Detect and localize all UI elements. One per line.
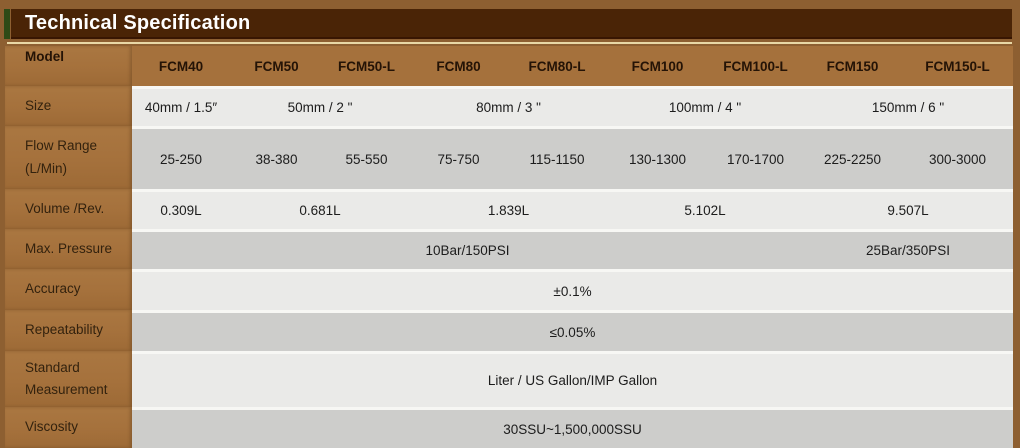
cell-volume-rev-0-text: 0.309L	[160, 203, 202, 218]
row-label-max-pressure-text: Max. Pressure	[25, 240, 113, 256]
cell-flow-range-5: 130-1300	[607, 126, 708, 189]
cell-volume-rev-4-text: 9.507L	[887, 203, 929, 218]
row-label-size-text: Size	[25, 97, 52, 113]
row-label-accuracy: Accuracy	[5, 269, 132, 310]
cell-size-1: 50mm / 2 "	[230, 86, 410, 126]
cell-viscosity-0-text: 30SSU~1,500,000SSU	[503, 421, 642, 437]
column-header-fcm80-text: FCM80	[436, 58, 481, 74]
cell-flow-range-1-text: 38-380	[255, 151, 298, 167]
cell-viscosity-0: 30SSU~1,500,000SSU	[132, 407, 1013, 448]
cell-max-pressure-0: 10Bar/150PSI	[132, 229, 803, 269]
cell-standard-measurement-0: Liter / US Gallon/IMP Gallon	[132, 351, 1013, 407]
column-header-fcm150-text: FCM150	[826, 58, 879, 74]
column-header-fcm100-text: FCM100	[631, 58, 684, 74]
column-header-fcm80: FCM80	[410, 46, 507, 86]
cell-standard-measurement-0-text: Liter / US Gallon/IMP Gallon	[487, 373, 658, 388]
cell-flow-range-8: 300-3000	[902, 126, 1013, 189]
divider-line	[7, 42, 1012, 44]
cell-flow-range-6-text: 170-1700	[726, 151, 785, 167]
cell-max-pressure-1-text: 25Bar/350PSI	[865, 243, 951, 258]
cell-flow-range-2-text: 55-550	[345, 151, 388, 167]
cell-size-1-text: 50mm / 2 "	[287, 100, 353, 115]
cell-volume-rev-3-text: 5.102L	[684, 203, 726, 218]
cell-size-4: 150mm / 6 "	[803, 86, 1013, 126]
cell-flow-range-7: 225-2250	[803, 126, 902, 189]
cell-size-3: 100mm / 4 "	[607, 86, 803, 126]
title-bar: Technical Specification	[11, 9, 1012, 39]
column-header-fcm80-l: FCM80-L	[507, 46, 607, 86]
cell-size-0: 40mm / 1.5″	[132, 86, 230, 126]
row-label-flow-range-text: Flow Range	[25, 138, 98, 154]
cell-flow-range-4: 115-1150	[507, 126, 607, 189]
cell-flow-range-0: 25-250	[132, 126, 230, 189]
column-header-fcm150: FCM150	[803, 46, 902, 86]
cell-volume-rev-1: 0.681L	[230, 189, 410, 229]
cell-flow-range-3: 75-750	[410, 126, 507, 189]
column-header-fcm50-text: FCM50	[254, 58, 299, 74]
column-header-fcm80-l-text: FCM80-L	[528, 58, 586, 74]
cell-volume-rev-4: 9.507L	[803, 189, 1013, 229]
row-label-accuracy-text: Accuracy	[25, 281, 81, 297]
cell-accuracy-0-text: ±0.1%	[553, 283, 592, 299]
column-header-fcm150-l: FCM150-L	[902, 46, 1013, 86]
cell-flow-range-1: 38-380	[230, 126, 323, 189]
cell-size-3-text: 100mm / 4 "	[668, 100, 742, 115]
column-header-fcm100-l-text: FCM100-L	[723, 58, 788, 74]
column-header-fcm150-l-text: FCM150-L	[925, 58, 990, 74]
column-header-fcm50: FCM50	[230, 46, 323, 86]
row-label-flow-range-text: (L/Min)	[25, 160, 68, 176]
column-header-fcm50-l-text: FCM50-L	[338, 58, 395, 74]
title-accent-stripe	[4, 9, 10, 39]
cell-flow-range-4-text: 115-1150	[529, 151, 585, 167]
cell-volume-rev-0: 0.309L	[132, 189, 230, 229]
row-label-viscosity: Viscosity	[5, 407, 132, 448]
specification-table: Model FCM40 FCM50 FCM50-L FCM80 FCM80-L FCM100…	[5, 46, 1013, 448]
cell-flow-range-2: 55-550	[323, 126, 410, 189]
cell-flow-range-7-text: 225-2250	[823, 151, 882, 167]
cell-volume-rev-2: 1.839L	[410, 189, 607, 229]
row-label-volume-rev: Volume /Rev.	[5, 189, 132, 229]
row-label-standard-measurement: Standard Measurement	[5, 351, 132, 407]
row-label-model: Model	[5, 46, 132, 86]
cell-flow-range-3-text: 75-750	[437, 151, 480, 167]
row-label-volume-rev-text: Volume /Rev.	[25, 200, 105, 216]
row-label-repeatability: Repeatability	[5, 310, 132, 351]
cell-volume-rev-3: 5.102L	[607, 189, 803, 229]
cell-flow-range-5-text: 130-1300	[628, 151, 687, 167]
column-header-fcm40: FCM40	[132, 46, 230, 86]
row-label-max-pressure: Max. Pressure	[5, 229, 132, 269]
column-header-fcm100-l: FCM100-L	[708, 46, 803, 86]
cell-max-pressure-0-text: 10Bar/150PSI	[425, 243, 510, 258]
cell-volume-rev-2-text: 1.839L	[487, 203, 530, 218]
cell-size-2-text: 80mm / 3 "	[476, 100, 541, 115]
row-label-viscosity-text: Viscosity	[25, 419, 79, 435]
row-label-size: Size	[5, 86, 132, 126]
cell-max-pressure-1: 25Bar/350PSI	[803, 229, 1013, 269]
cell-accuracy-0: ±0.1%	[132, 269, 1013, 310]
cell-repeatability-0-text: ≤0.05%	[549, 324, 596, 340]
row-label-model-text: Model	[25, 49, 64, 64]
column-header-fcm50-l: FCM50-L	[323, 46, 410, 86]
column-header-fcm100: FCM100	[607, 46, 708, 86]
row-label-repeatability-text: Repeatability	[25, 322, 104, 338]
cell-size-2: 80mm / 3 "	[410, 86, 607, 126]
cell-flow-range-6: 170-1700	[708, 126, 803, 189]
cell-size-0-text: 40mm / 1.5″	[144, 100, 218, 115]
row-label-standard-measurement-text: Standard	[25, 359, 80, 375]
cell-flow-range-8-text: 300-3000	[928, 151, 987, 167]
row-label-standard-measurement-text: Measurement	[25, 382, 108, 397]
row-label-flow-range: Flow Range (L/Min)	[5, 126, 132, 189]
cell-volume-rev-1-text: 0.681L	[299, 203, 341, 218]
cell-repeatability-0: ≤0.05%	[132, 310, 1013, 351]
cell-flow-range-0-text: 25-250	[159, 151, 203, 167]
cell-size-4-text: 150mm / 6 "	[871, 100, 945, 115]
column-header-fcm40-text: FCM40	[158, 58, 204, 74]
page-title: Technical Specification	[25, 11, 251, 34]
title-row: Technical Specification	[4, 9, 1012, 39]
